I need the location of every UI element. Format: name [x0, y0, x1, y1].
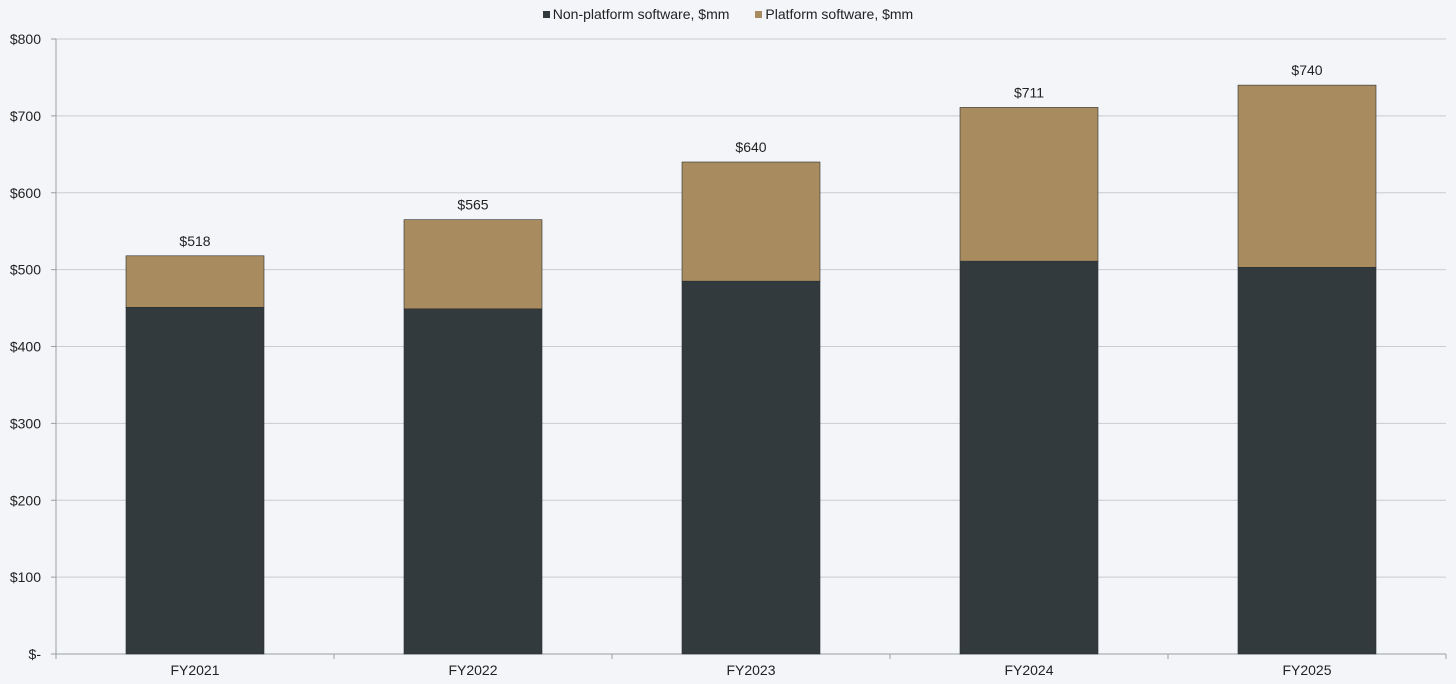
- bar-segment-platform-fy2021: [125, 255, 265, 308]
- bar-segment-platform-fy2025: [1237, 84, 1377, 268]
- y-tick-label: $800: [10, 31, 41, 47]
- bar-segment-non-platform-fy2022: [403, 308, 543, 655]
- x-tick-label-fy2022: FY2022: [448, 662, 497, 678]
- bar-segment-non-platform-fy2023: [681, 280, 821, 655]
- legend-item-non-platform: Non-platform software, $mm: [542, 6, 730, 22]
- x-tick-label-fy2024: FY2024: [1004, 662, 1053, 678]
- total-label-fy2023: $640: [735, 139, 766, 155]
- x-tick-label-fy2023: FY2023: [726, 662, 775, 678]
- legend-swatch-non-platform: [542, 10, 550, 18]
- legend-label-non-platform: Non-platform software, $mm: [552, 6, 730, 22]
- total-label-fy2024: $711: [1014, 84, 1044, 100]
- x-tick-label-fy2021: FY2021: [170, 662, 219, 678]
- y-tick-label: $500: [10, 262, 41, 278]
- legend-item-platform: Platform software, $mm: [755, 6, 913, 22]
- y-tick-label: $300: [10, 415, 41, 431]
- bar-segment-platform-fy2023: [681, 161, 821, 282]
- bar-segment-platform-fy2022: [403, 219, 543, 310]
- x-tick-label-fy2025: FY2025: [1282, 662, 1331, 678]
- bar-segment-non-platform-fy2025: [1237, 267, 1377, 655]
- total-label-fy2025: $740: [1291, 62, 1322, 78]
- y-tick-label: $700: [10, 108, 41, 124]
- bar-segment-platform-fy2024: [959, 107, 1099, 262]
- legend: Non-platform software, $mm Platform soft…: [0, 6, 1456, 22]
- y-tick-label: $600: [10, 185, 41, 201]
- legend-swatch-platform: [755, 10, 763, 18]
- total-label-fy2021: $518: [179, 233, 210, 249]
- bar-segment-non-platform-fy2024: [959, 260, 1099, 655]
- y-tick-label: $-: [29, 646, 42, 662]
- y-tick-label: $400: [10, 339, 41, 355]
- y-tick-label: $100: [10, 569, 41, 585]
- bar-segment-non-platform-fy2021: [125, 306, 265, 655]
- y-tick-label: $200: [10, 492, 41, 508]
- total-label-fy2022: $565: [457, 197, 488, 213]
- legend-label-platform: Platform software, $mm: [765, 6, 914, 22]
